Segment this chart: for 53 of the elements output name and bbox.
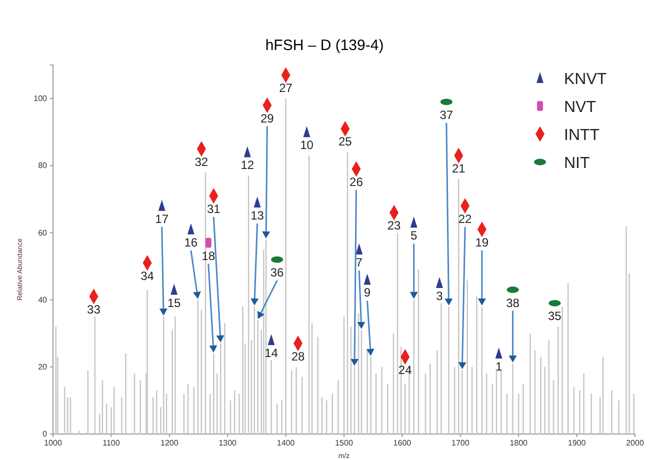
annotation: 37: [440, 108, 454, 122]
x-tick-label: 1900: [568, 438, 586, 448]
y-tick-label: 60: [38, 228, 48, 238]
x-tick-label: 2000: [626, 438, 644, 448]
y-tick-label: 100: [34, 94, 48, 104]
legend-label: INTT: [564, 127, 600, 144]
annotation: 17: [155, 212, 169, 226]
annotation: 10: [300, 138, 314, 152]
legend-label: NIT: [564, 155, 590, 172]
annotation: 35: [548, 309, 562, 324]
y-tick-label: 40: [38, 295, 48, 304]
y-tick-label: 80: [38, 161, 48, 170]
annotation: 3: [436, 289, 444, 304]
x-tick-label: 1500: [335, 438, 354, 448]
x-tick-label: 1000: [44, 438, 62, 448]
x-tick-label: 1800: [510, 438, 528, 448]
annotation: 29: [260, 111, 274, 126]
y-tick-label: 0: [42, 430, 48, 439]
annotation: 5: [410, 228, 418, 243]
annotation: 12: [240, 158, 254, 172]
annotation: 32: [194, 154, 208, 169]
chart-title: hFSH – D (139-4): [265, 37, 384, 54]
annotation: 14: [264, 346, 278, 360]
annotation: 26: [350, 174, 364, 189]
annotation: 38: [506, 296, 520, 310]
annotation: 23: [387, 218, 402, 233]
annotation: 7: [356, 256, 363, 270]
annotation: 25: [338, 134, 352, 149]
y-tick-label: 20: [38, 362, 48, 372]
annotation: 9: [364, 286, 371, 300]
x-tick-label: 1400: [276, 438, 296, 448]
annotation: 34: [140, 268, 154, 283]
annotation: 13: [250, 208, 264, 223]
annotation: 21: [452, 162, 466, 176]
annotation: 24: [398, 362, 412, 377]
annotation: 33: [87, 302, 101, 316]
x-tick-label: 1200: [160, 438, 179, 448]
x-tick-label: 1700: [452, 438, 470, 448]
legend-label: KNVT: [564, 71, 607, 88]
annotation: 19: [475, 235, 489, 250]
x-tick-label: 1600: [393, 438, 412, 448]
annotation: 28: [291, 349, 306, 364]
legend-label: NVT: [564, 99, 596, 116]
x-tick-label: 1300: [218, 438, 238, 448]
x-tick-label: 1100: [102, 438, 120, 448]
annotation: 22: [458, 212, 472, 226]
annotation: 31: [206, 202, 221, 216]
annotation: 1: [495, 359, 502, 374]
annotation: 15: [167, 296, 182, 310]
annotation: 18: [202, 248, 216, 263]
annotation: 36: [270, 266, 284, 280]
annotation: 27: [279, 81, 293, 96]
annotation: 16: [184, 235, 198, 250]
